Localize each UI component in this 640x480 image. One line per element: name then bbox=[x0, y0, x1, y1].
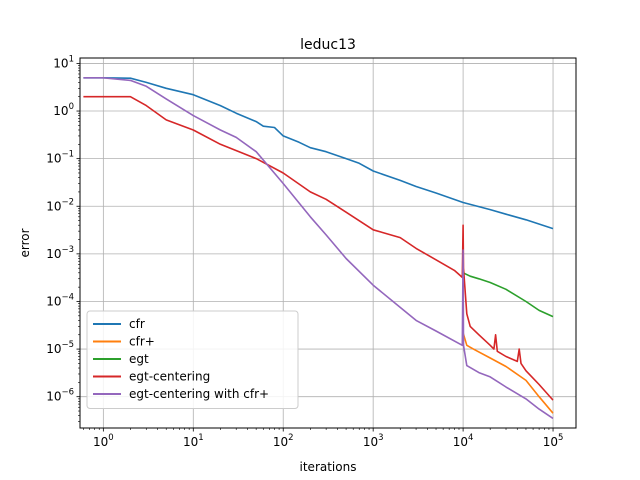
x-tick-label: 100 bbox=[93, 433, 114, 449]
series-layer bbox=[83, 77, 554, 420]
series-line-cfr bbox=[83, 77, 554, 230]
y-tick-label: 10−1 bbox=[46, 150, 74, 166]
y-axis-label: error bbox=[18, 228, 32, 257]
legend: cfr cfr+ egt egt-centering egt-centering wit… bbox=[86, 310, 299, 409]
legend-label: cfr bbox=[129, 317, 145, 331]
ticks: 100 101 102 103 104 105 10−6 10−5 10−4 10−3 10−2 10… bbox=[46, 54, 563, 449]
x-axis-label: iterations bbox=[300, 460, 357, 474]
x-tick-label: 103 bbox=[363, 433, 384, 449]
legend-label: cfr+ bbox=[129, 335, 155, 349]
y-tick-label: 10−4 bbox=[46, 292, 74, 308]
x-tick-label: 101 bbox=[183, 433, 204, 449]
y-tick-label: 10−3 bbox=[46, 245, 74, 261]
x-tick-label: 105 bbox=[543, 433, 564, 449]
y-tick-label: 100 bbox=[53, 102, 74, 118]
series-line-egt bbox=[462, 272, 554, 318]
series-line-egt-centering-with-cfr-plus bbox=[83, 77, 554, 420]
series-line-cfr-plus bbox=[462, 332, 554, 414]
x-tick-label: 104 bbox=[453, 433, 474, 449]
legend-label: egt-centering with cfr+ bbox=[129, 387, 269, 401]
y-tick-label: 10−6 bbox=[46, 388, 74, 404]
legend-label: egt-centering bbox=[129, 370, 210, 384]
legend-label: egt bbox=[129, 352, 149, 366]
y-tick-label: 10−5 bbox=[46, 340, 74, 356]
chart-title: leduc13 bbox=[300, 37, 356, 53]
y-tick-label: 10−2 bbox=[46, 197, 74, 213]
x-tick-label: 102 bbox=[273, 433, 294, 449]
y-tick-label: 101 bbox=[53, 54, 74, 70]
legend-box bbox=[86, 310, 299, 409]
plot-frame bbox=[79, 57, 577, 429]
